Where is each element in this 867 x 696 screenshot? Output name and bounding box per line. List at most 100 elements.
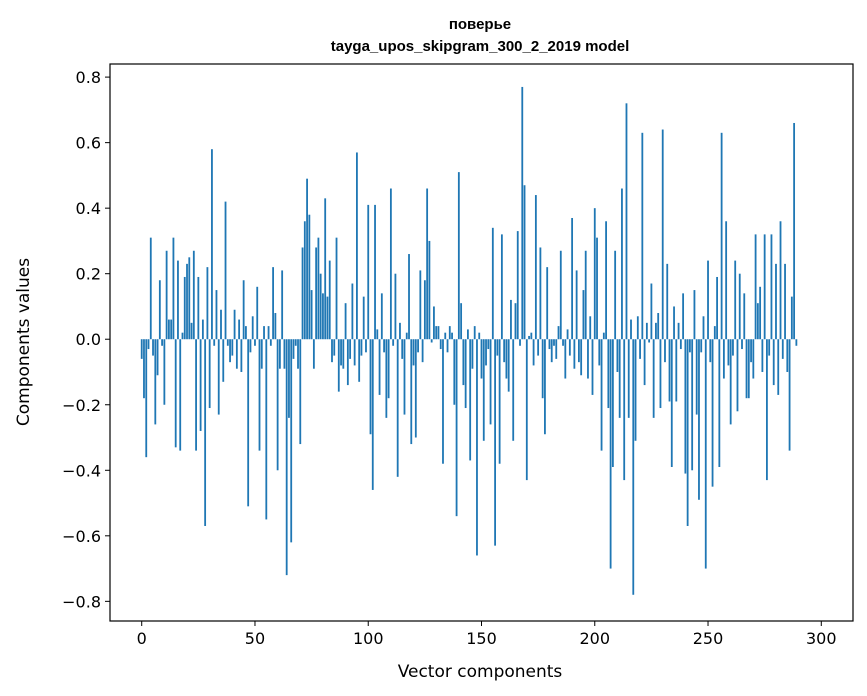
bar-147 — [473, 326, 476, 340]
y-axis-label: Components values — [14, 258, 34, 426]
bar-194 — [580, 339, 583, 376]
bar-74 — [308, 214, 311, 340]
bar-284 — [784, 263, 786, 340]
bar-187 — [564, 339, 567, 379]
bar-139 — [455, 339, 458, 517]
bar-211 — [618, 339, 621, 418]
bar-192 — [575, 270, 578, 340]
bar-160 — [503, 339, 506, 363]
bar-68 — [294, 339, 297, 346]
bar-261 — [732, 339, 734, 356]
bar-279 — [772, 339, 775, 386]
bar-71 — [301, 247, 304, 340]
bar-288 — [793, 122, 796, 340]
bar-90 — [344, 303, 347, 340]
bar-11 — [165, 250, 168, 340]
bar-107 — [383, 339, 385, 353]
bar-233 — [668, 339, 671, 402]
bar-159 — [500, 234, 503, 340]
bar-219 — [636, 316, 639, 340]
y-tick-label: 0.2 — [76, 265, 101, 284]
bar-272 — [756, 303, 759, 340]
bar-108 — [385, 339, 388, 418]
bar-9 — [161, 339, 163, 346]
bar-250 — [707, 260, 709, 340]
bar-69 — [297, 339, 299, 369]
bar-285 — [786, 339, 789, 372]
bar-13 — [170, 319, 173, 340]
bar-217 — [632, 339, 635, 595]
bar-22 — [190, 322, 193, 340]
bar-138 — [453, 339, 456, 405]
bar-282 — [779, 221, 782, 340]
bar-55 — [265, 339, 268, 520]
bar-64 — [285, 339, 288, 576]
bar-227 — [655, 322, 657, 340]
bar-114 — [399, 322, 401, 340]
bar-17 — [179, 339, 182, 451]
bar-43 — [238, 319, 241, 340]
y-tick-label: −0.6 — [62, 527, 101, 546]
bar-185 — [559, 250, 562, 340]
bar-220 — [639, 339, 641, 359]
bar-21 — [188, 257, 191, 340]
bar-61 — [278, 339, 281, 369]
bar-184 — [557, 326, 560, 340]
bar-94 — [353, 339, 356, 366]
bar-106 — [380, 293, 383, 340]
bar-87 — [337, 339, 340, 392]
bar-242 — [689, 339, 691, 353]
bar-86 — [335, 237, 338, 340]
bar-155 — [491, 227, 494, 340]
bar-195 — [582, 290, 585, 340]
y-tick-label: 0.8 — [76, 68, 101, 87]
bar-115 — [401, 339, 404, 359]
bar-136 — [448, 326, 451, 340]
bar-132 — [439, 339, 442, 350]
bar-256 — [720, 132, 723, 340]
bar-165 — [514, 303, 517, 340]
bar-39 — [229, 339, 231, 363]
y-tick-label: 0.0 — [76, 330, 101, 349]
y-tick-label: −0.4 — [62, 461, 101, 480]
bar-126 — [426, 188, 429, 340]
bar-204 — [602, 332, 605, 340]
x-tick-label: 300 — [806, 629, 837, 648]
bar-34 — [217, 339, 220, 415]
bar-289 — [795, 339, 798, 346]
bar-44 — [240, 339, 243, 372]
bar-124 — [421, 339, 424, 363]
bar-77 — [315, 247, 318, 340]
bar-218 — [634, 339, 637, 441]
plot-frame — [109, 63, 854, 622]
bar-208 — [611, 339, 614, 467]
bar-287 — [790, 296, 793, 340]
y-tick-label: 0.6 — [76, 134, 101, 153]
bar-89 — [342, 339, 345, 369]
bar-234 — [670, 339, 673, 467]
bar-27 — [201, 319, 204, 340]
bar-213 — [623, 339, 626, 481]
bar-271 — [754, 234, 757, 340]
bar-158 — [498, 339, 501, 464]
x-axis-ticks: 0 50 100 150 200 250 300 — [137, 621, 837, 648]
bar-197 — [587, 339, 589, 379]
bar-3 — [147, 339, 150, 350]
bar-169 — [523, 185, 526, 340]
bar-179 — [546, 267, 549, 340]
bar-51 — [256, 286, 259, 340]
bar-238 — [679, 339, 682, 350]
bar-268 — [747, 339, 750, 399]
bar-225 — [650, 283, 653, 340]
bar-202 — [598, 339, 601, 366]
bar-154 — [489, 339, 492, 425]
bar-248 — [702, 316, 705, 340]
bar-63 — [283, 339, 286, 369]
bar-274 — [761, 339, 764, 372]
bar-92 — [349, 339, 352, 359]
bar-52 — [258, 339, 261, 451]
y-axis-ticks: −0.8 −0.6 −0.4 −0.2 0.0 0.2 0.4 0.6 0.8 — [62, 68, 110, 611]
bar-91 — [346, 339, 349, 386]
bar-237 — [677, 322, 680, 340]
bar-130 — [435, 326, 438, 340]
